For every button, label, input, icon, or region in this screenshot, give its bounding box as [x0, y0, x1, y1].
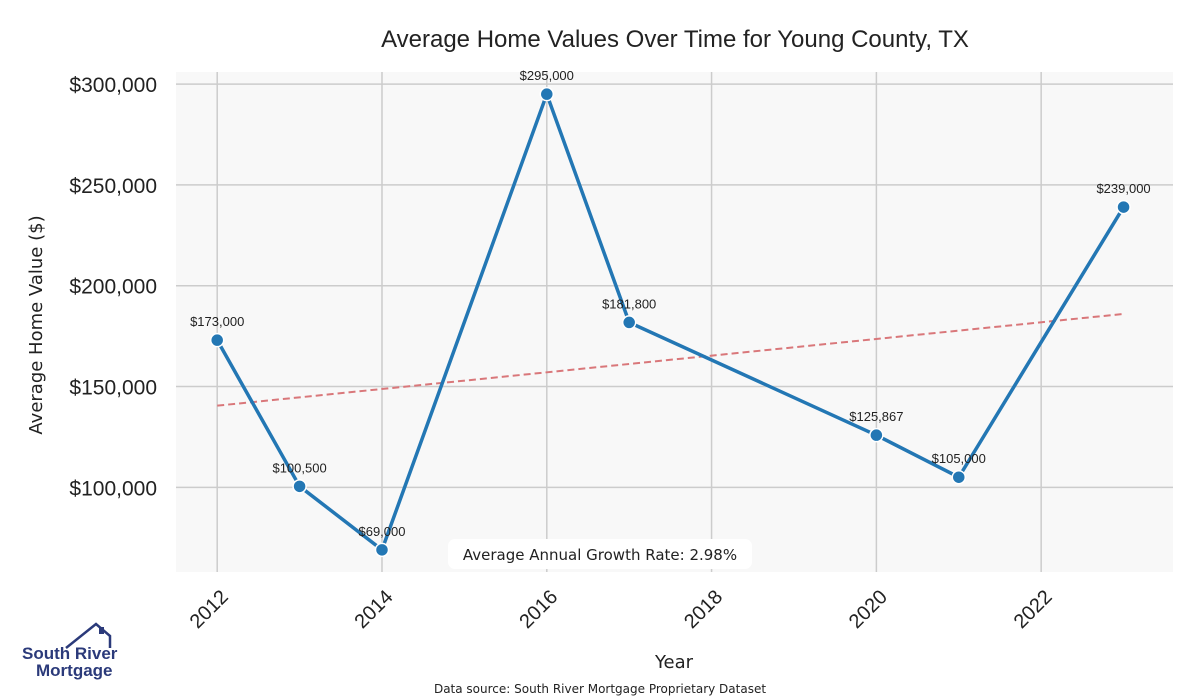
grid-lines: [176, 72, 1173, 572]
x-axis-label: Year: [654, 652, 694, 673]
data-point: [1116, 199, 1131, 215]
series-line: [215, 92, 1126, 552]
trend-line: [217, 312, 1124, 407]
x-tick-label: 2020: [845, 586, 892, 633]
x-tick-labels: 2012 2014 2016 2018 2020 2022: [186, 586, 1057, 633]
growth-annotation: Average Annual Growth Rate: 2.98%: [448, 539, 752, 569]
data-label: $100,500: [272, 460, 326, 475]
x-tick-label: 2012: [186, 586, 233, 633]
data-label: $69,000: [358, 524, 405, 539]
y-tick-label: $250,000: [69, 175, 157, 198]
data-label: $181,800: [602, 296, 656, 311]
logo-line1: South River: [22, 644, 118, 663]
growth-annotation-text: Average Annual Growth Rate: 2.98%: [463, 546, 737, 564]
y-axis-label: Average Home Value ($): [26, 215, 47, 434]
y-tick-labels: $100,000 $150,000 $200,000 $250,000 $300,000: [69, 74, 157, 500]
x-tick-label: 2018: [680, 586, 727, 633]
south-river-logo: South River Mortgage: [22, 622, 118, 680]
data-source: Data source: South River Mortgage Propri…: [434, 682, 766, 696]
y-tick-label: $100,000: [69, 477, 157, 500]
chart-title: Average Home Values Over Time for Young …: [381, 26, 969, 53]
data-point: [292, 479, 307, 494]
x-tick-label: 2016: [515, 586, 562, 633]
logo-line2: Mortgage: [36, 661, 113, 680]
y-tick-label: $150,000: [69, 377, 157, 400]
x-tick-label: 2022: [1010, 586, 1057, 633]
data-label: $295,000: [520, 68, 574, 83]
data-point: [621, 315, 637, 330]
data-points: [209, 86, 1131, 558]
data-labels: $173,000 $100,500 $69,000 $295,000 $181,800 $…: [190, 68, 1151, 539]
data-point: [951, 469, 967, 485]
y-tick-label: $200,000: [69, 276, 157, 299]
data-label: $173,000: [190, 314, 244, 329]
data-point: [374, 542, 390, 558]
data-point: [539, 86, 555, 102]
data-point: [869, 427, 884, 443]
data-label: $105,000: [932, 451, 986, 466]
x-tick-label: 2014: [351, 586, 398, 633]
growth-annotation-box: [448, 539, 752, 569]
data-point: [209, 332, 225, 348]
chimney-icon: [99, 627, 104, 634]
data-label: $125,867: [849, 409, 903, 424]
data-label: $239,000: [1096, 181, 1150, 196]
plot-background: [176, 72, 1173, 572]
y-tick-label: $300,000: [69, 74, 157, 97]
